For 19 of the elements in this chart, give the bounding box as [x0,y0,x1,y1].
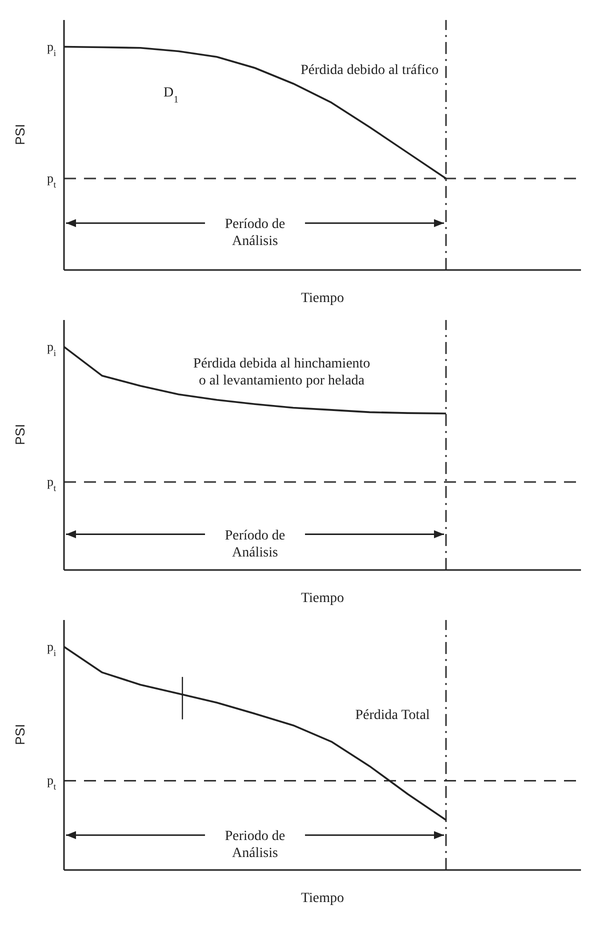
annotation: p$_{i}$ [46,38,56,58]
y-axis-title: PSI [12,124,28,145]
annotation: Periodo de Análisis [224,829,286,862]
y-axis-title: PSI [12,424,28,445]
annotation: Pérdida debida al hinchamiento o al levantamiento por helada [193,356,370,388]
x-axis-title: Tiempo [300,291,344,306]
annotation: p$_{i}$ [46,338,56,358]
y-axis-title: PSI [12,724,28,745]
ref-line-label: p$_{t}$ [46,772,56,792]
annotation: Período de Análisis [224,528,286,560]
annotation: D$_{1}$ [163,85,179,105]
x-axis-title: Tiempo [300,591,344,606]
annotation: p$_{i}$ [46,638,56,658]
ref-line-label: p$_{t}$ [46,474,56,494]
annotation: Pérdida Total [355,708,430,723]
annotation: Pérdida debido al tráfico [300,63,439,78]
ref-line-label: p$_{t}$ [46,170,56,190]
x-axis-title: Tiempo [300,891,344,906]
annotation: Período de Análisis [224,217,286,250]
